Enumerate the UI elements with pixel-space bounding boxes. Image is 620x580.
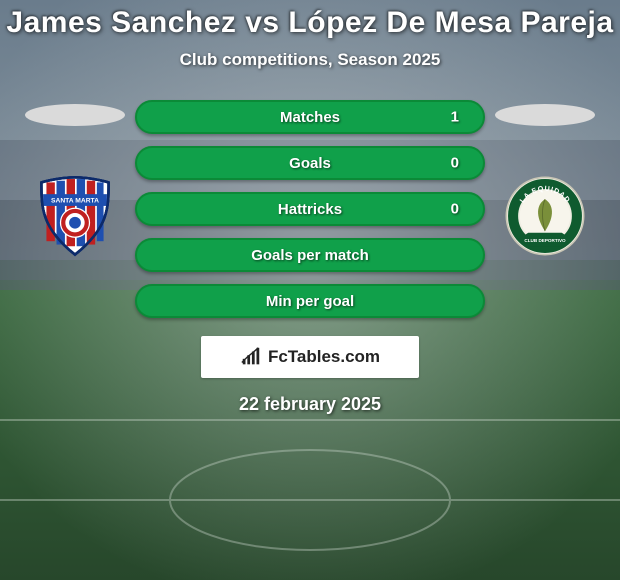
stat-row-goals: Goals 0	[135, 146, 485, 180]
team-right-ribbon-text: CLUB DEPORTIVO	[524, 238, 566, 243]
stat-row-goals-per-match: Goals per match	[135, 238, 485, 272]
stat-right-value: 0	[451, 201, 459, 218]
brand-box: FcTables.com	[201, 336, 419, 378]
bar-chart-icon	[240, 346, 262, 368]
stat-right-value: 1	[451, 109, 459, 126]
stats-column: Matches 1 Goals 0 Hattricks 0 Goals per …	[135, 100, 485, 318]
brand-text: FcTables.com	[268, 347, 380, 367]
stat-label: Matches	[280, 109, 340, 126]
right-player-column: LA EQUIDAD CLUB DEPORTIVO	[485, 100, 605, 258]
player-right-silhouette	[495, 104, 595, 126]
stat-label: Goals per match	[251, 247, 369, 264]
stat-row-hattricks: Hattricks 0	[135, 192, 485, 226]
team-right-badge: LA EQUIDAD CLUB DEPORTIVO	[503, 174, 587, 258]
stat-right-value: 0	[451, 155, 459, 172]
team-left-badge: SANTA MARTA	[33, 174, 117, 258]
player-left-silhouette	[25, 104, 125, 126]
page-title: James Sanchez vs López De Mesa Pareja	[0, 6, 620, 40]
team-left-banner-text: SANTA MARTA	[51, 198, 99, 205]
date-line: 22 february 2025	[0, 394, 620, 415]
comparison-row: SANTA MARTA Matches 1 Goals 0	[0, 100, 620, 318]
stat-row-min-per-goal: Min per goal	[135, 284, 485, 318]
stat-label: Hattricks	[278, 201, 342, 218]
subtitle: Club competitions, Season 2025	[0, 50, 620, 70]
stat-label: Goals	[289, 155, 331, 172]
stat-row-matches: Matches 1	[135, 100, 485, 134]
stat-label: Min per goal	[266, 293, 354, 310]
left-player-column: SANTA MARTA	[15, 100, 135, 258]
